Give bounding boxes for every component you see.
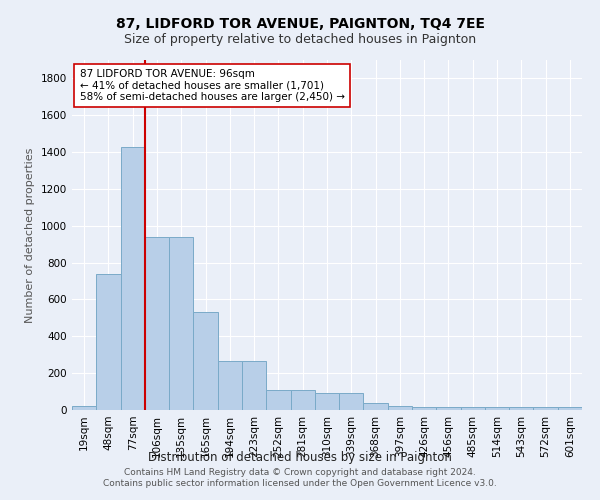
Bar [218, 361, 242, 410]
Bar [266, 390, 290, 410]
Bar [461, 407, 485, 410]
Bar [315, 392, 339, 410]
Bar [509, 407, 533, 410]
Text: 87 LIDFORD TOR AVENUE: 96sqm
← 41% of detached houses are smaller (1,701)
58% of: 87 LIDFORD TOR AVENUE: 96sqm ← 41% of de… [80, 69, 344, 102]
Bar [145, 237, 169, 410]
Bar [412, 407, 436, 410]
Text: 87, LIDFORD TOR AVENUE, PAIGNTON, TQ4 7EE: 87, LIDFORD TOR AVENUE, PAIGNTON, TQ4 7E… [115, 18, 485, 32]
Text: Contains HM Land Registry data © Crown copyright and database right 2024.
Contai: Contains HM Land Registry data © Crown c… [103, 468, 497, 487]
Bar [364, 402, 388, 410]
Bar [558, 407, 582, 410]
Bar [96, 274, 121, 410]
Text: Size of property relative to detached houses in Paignton: Size of property relative to detached ho… [124, 32, 476, 46]
Y-axis label: Number of detached properties: Number of detached properties [25, 148, 35, 322]
Bar [72, 406, 96, 410]
Bar [242, 361, 266, 410]
Bar [436, 407, 461, 410]
Bar [533, 407, 558, 410]
Bar [388, 406, 412, 410]
Bar [121, 146, 145, 410]
Bar [290, 390, 315, 410]
Text: Distribution of detached houses by size in Paignton: Distribution of detached houses by size … [148, 451, 452, 464]
Bar [169, 237, 193, 410]
Bar [193, 312, 218, 410]
Bar [339, 392, 364, 410]
Bar [485, 407, 509, 410]
